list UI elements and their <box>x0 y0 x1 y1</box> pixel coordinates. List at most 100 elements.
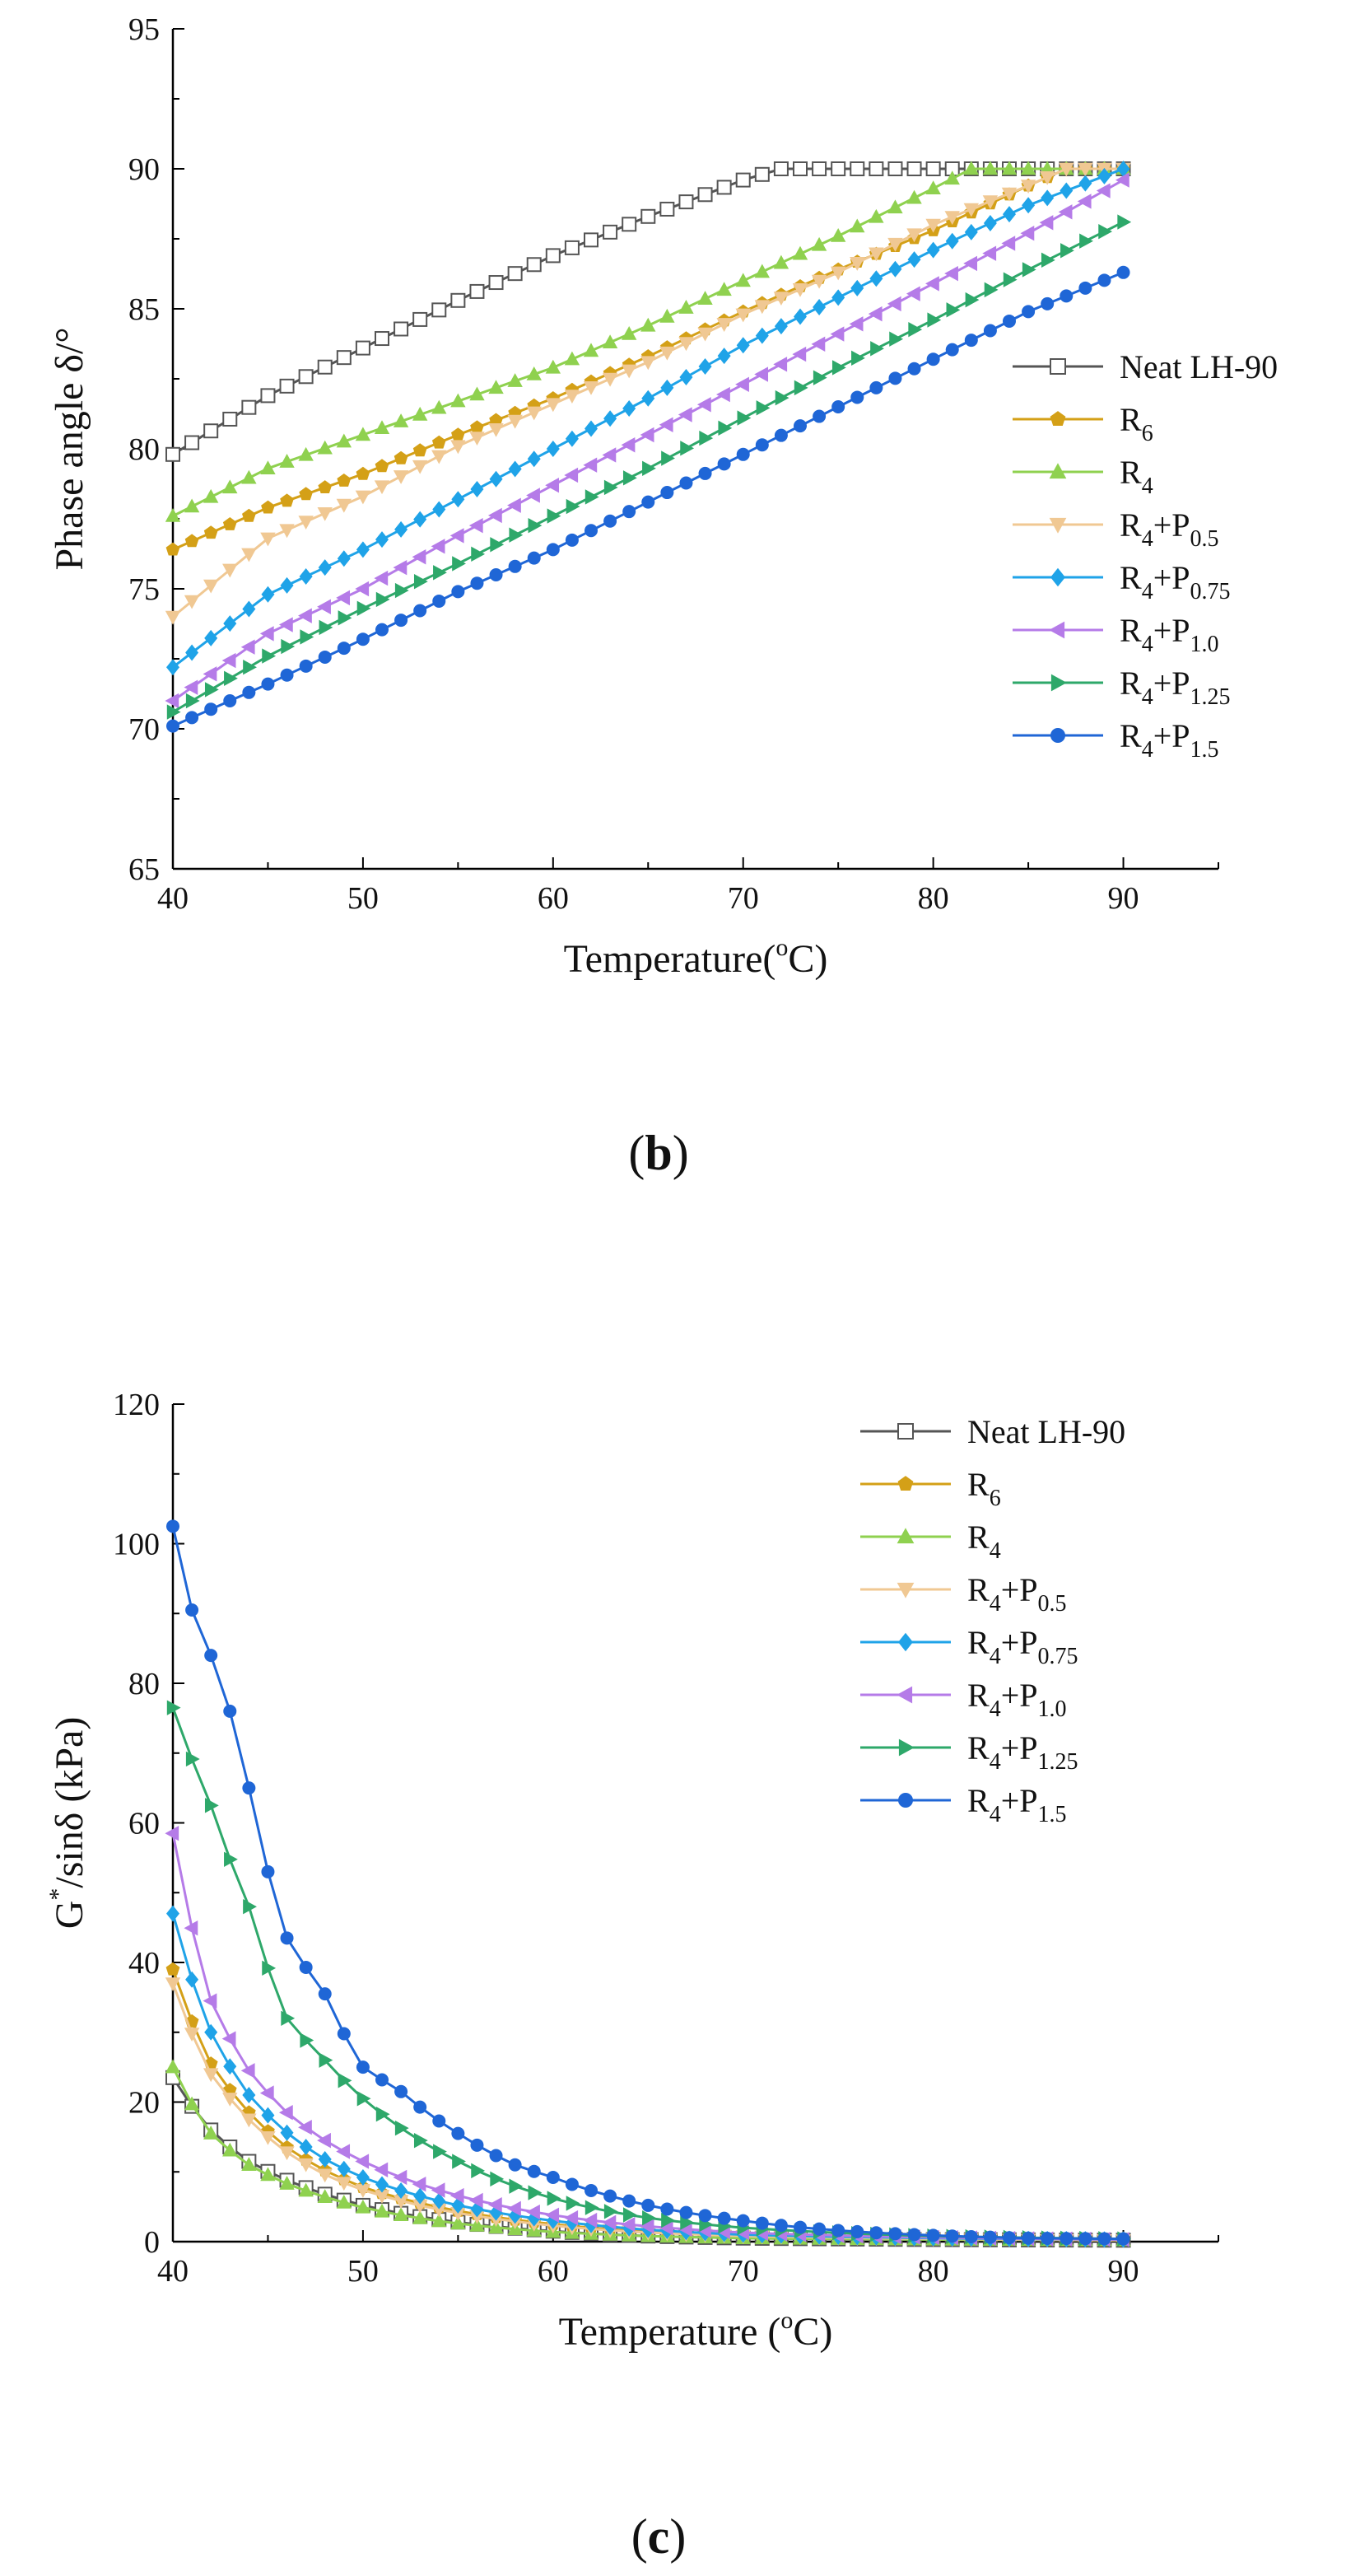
y-axis-title-sup: * <box>44 1888 72 1901</box>
data-point <box>222 2142 238 2157</box>
data-point <box>585 524 598 538</box>
data-point <box>737 410 752 426</box>
data-point <box>412 2176 426 2192</box>
data-point <box>165 446 180 462</box>
data-point <box>775 390 789 406</box>
data-point <box>528 517 543 534</box>
data-point <box>394 2182 408 2199</box>
data-point <box>375 531 389 548</box>
data-point <box>281 638 296 655</box>
data-point <box>755 438 769 452</box>
x-tick-label: 80 <box>918 2254 949 2289</box>
data-point <box>412 443 427 457</box>
data-point <box>661 450 675 466</box>
data-point <box>621 2217 636 2233</box>
series-r4-p0-5 <box>165 162 1131 625</box>
legend-item: R4+P0.75 <box>860 1624 1078 1669</box>
data-point <box>393 470 409 484</box>
data-point <box>946 302 961 318</box>
data-point <box>451 427 465 441</box>
data-point <box>603 410 617 427</box>
data-point <box>375 2073 389 2087</box>
data-point <box>336 350 352 366</box>
data-point <box>1097 167 1111 184</box>
data-point <box>432 2114 446 2128</box>
data-point <box>888 260 902 278</box>
data-point <box>261 586 275 603</box>
x-tick-label: 50 <box>347 2254 379 2289</box>
data-point <box>736 447 750 461</box>
data-point <box>469 283 485 299</box>
data-point <box>906 189 922 204</box>
data-point <box>1058 204 1073 220</box>
legend-item: R4+P1.5 <box>1013 717 1219 763</box>
data-point <box>469 432 485 446</box>
data-point <box>412 460 428 474</box>
data-point <box>413 2187 427 2205</box>
data-point <box>849 316 864 332</box>
data-point <box>279 524 295 539</box>
data-point <box>508 460 522 478</box>
data-point <box>204 682 219 698</box>
data-point <box>564 390 580 404</box>
data-point <box>375 2176 389 2193</box>
data-point <box>754 300 771 315</box>
data-point <box>830 228 846 242</box>
data-point <box>1116 161 1130 177</box>
data-point <box>735 376 749 392</box>
data-point <box>659 2220 673 2236</box>
data-point <box>433 565 447 581</box>
legend-swatch-marker <box>1050 567 1065 587</box>
legend-swatch-marker <box>1049 463 1067 479</box>
data-point <box>850 218 865 233</box>
data-point <box>184 435 200 450</box>
legend-swatch-marker <box>1050 674 1067 692</box>
data-point <box>375 2107 390 2122</box>
data-point <box>717 457 731 471</box>
data-point <box>278 2105 293 2121</box>
data-point <box>1022 305 1036 319</box>
data-point <box>393 559 408 576</box>
y-tick-label: 90 <box>128 152 160 187</box>
data-point <box>318 650 332 664</box>
data-point <box>547 2191 561 2206</box>
data-point <box>602 372 618 387</box>
legend-label: R4 <box>967 1519 1001 1564</box>
data-point <box>869 161 884 176</box>
data-point <box>280 668 294 682</box>
data-point <box>184 2028 200 2042</box>
data-point <box>1116 2232 1130 2246</box>
data-point <box>850 2224 864 2238</box>
data-point <box>925 161 941 176</box>
data-point <box>1039 215 1054 231</box>
data-point <box>661 2212 675 2228</box>
data-point <box>298 369 314 385</box>
data-point <box>394 321 409 337</box>
data-point <box>756 400 771 416</box>
data-point <box>659 201 675 217</box>
data-point <box>184 679 198 695</box>
data-point <box>299 2139 313 2156</box>
data-point <box>508 559 522 573</box>
data-point <box>1096 183 1111 198</box>
data-point <box>906 161 922 176</box>
data-point <box>222 411 238 427</box>
series-line <box>172 167 1125 669</box>
data-point <box>375 459 389 473</box>
data-point <box>184 595 200 609</box>
data-point <box>527 2164 541 2178</box>
data-point <box>243 660 257 675</box>
data-point <box>678 337 694 352</box>
data-point <box>431 2203 447 2218</box>
data-point <box>394 582 409 599</box>
legend-label: R4+P1.25 <box>967 1729 1078 1775</box>
data-point <box>338 2073 352 2088</box>
data-point <box>166 704 181 720</box>
phase-angle-chart: 40 50 60 70 80 90 65 70 75 80 85 90 95 Temperature(oC… <box>48 12 1278 981</box>
data-point <box>488 275 504 291</box>
legend-label: R4+P1.5 <box>1120 717 1219 763</box>
data-point <box>337 2160 351 2177</box>
data-point <box>640 427 654 443</box>
legend-label: R4+P1.0 <box>1120 612 1219 657</box>
data-point <box>640 2219 654 2234</box>
